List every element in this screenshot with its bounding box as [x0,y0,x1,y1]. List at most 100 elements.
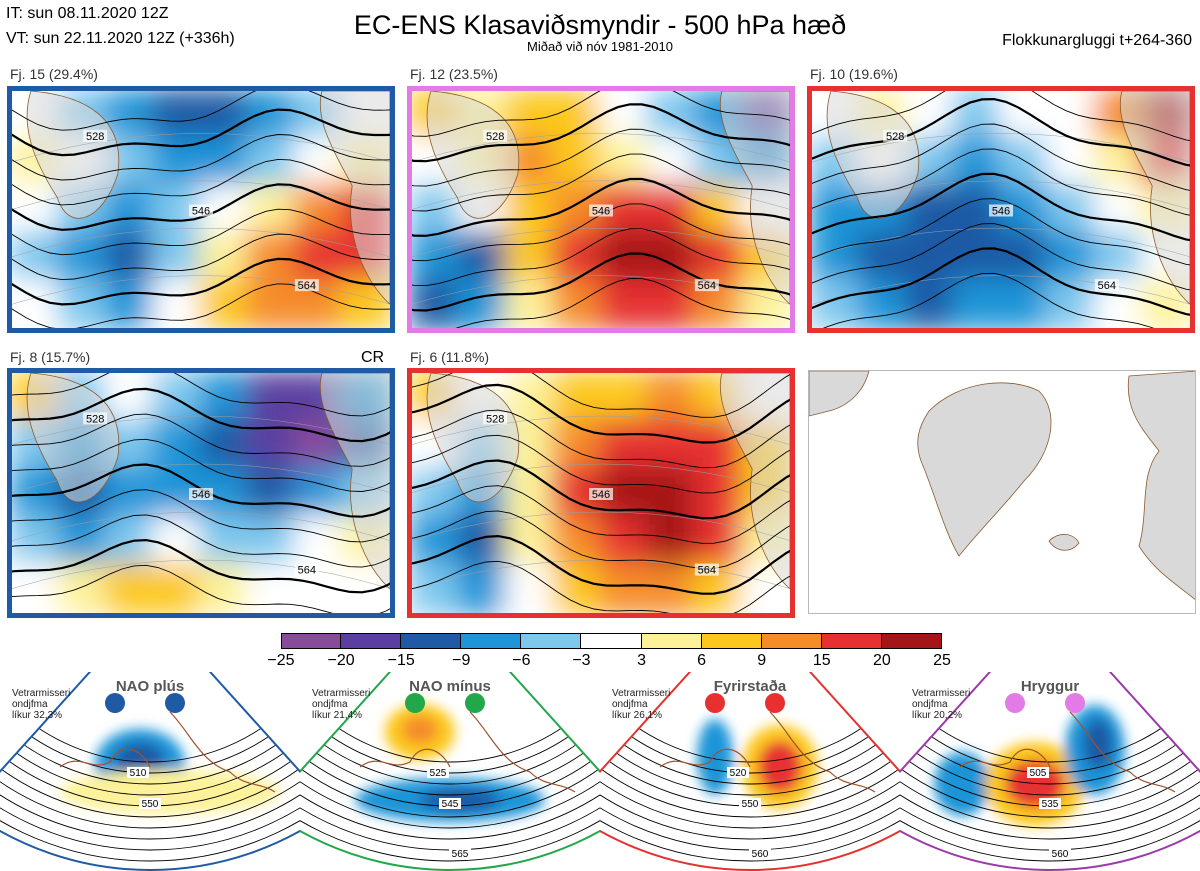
contour-line [12,134,390,181]
anomaly-cell [151,373,203,423]
landmass [426,91,520,219]
contour-line [12,438,390,492]
anomaly-cell [599,515,651,567]
regime-note-line2: ondjfma [12,699,48,710]
regime-note-line3: líkur 21,4% [312,710,363,721]
contour-label: 528 [486,131,504,143]
anomaly-cell [293,515,345,567]
contour-label: 560 [752,849,769,860]
panel-2-label: Fj. 12 (23.5%) [410,66,498,82]
contour-label-bg [739,798,761,809]
anomaly-field: 528 546 564 [12,91,390,328]
regime-note-line3: líkur 32,3% [12,710,63,721]
regime-contour [900,731,1200,818]
anomaly-cell [246,467,298,519]
anomaly-cell [199,373,251,423]
panel-4-corner-note: CR [361,349,385,366]
contour-line [812,148,1190,216]
anomaly-cell [104,563,156,613]
contour-line [412,373,790,418]
contour-label-bg [694,279,719,292]
graticule-line [412,275,790,305]
anomaly-cell [951,136,1003,188]
anomaly-cell [151,419,203,471]
graticule-line [412,228,790,258]
colorbar-segment [821,633,882,649]
regime-marker-dot [465,693,485,713]
regime-name: NAO plús [115,678,185,695]
colorbar-tick-label: 6 [697,652,707,669]
regime-note-line2: ondjfma [312,699,348,710]
regime-map: 510 550 [0,672,300,871]
contour-line [12,158,390,206]
cluster-map-panel-3: 528 546 564 [807,86,1195,333]
contour-label-bg [427,767,449,778]
regime-note-line1: Vetrarmisseri [912,688,971,699]
anomaly-cell [646,419,698,471]
anomaly-cell [551,563,603,613]
valid-time: VT: sun 22.11.2020 12Z (+336h) [6,30,235,47]
contour-label-bg [1094,279,1119,292]
contour-label-bg [294,279,319,292]
anomaly-blob [1083,719,1113,769]
anomaly-blob [934,752,990,816]
contour-label-bg [883,129,908,142]
contour-label-bg [189,204,213,217]
page-subtitle: Miðað við nóv 1981-2010 [527,39,673,54]
contour-label: 550 [142,799,159,810]
regime-contour [300,746,600,840]
anomaly-cell [57,231,109,283]
regime-name: NAO mínus [409,678,491,695]
regime-contour [300,761,600,862]
contour-label-bg [589,204,613,217]
colorbar-tick-label: 3 [637,652,646,669]
graticule-line [812,180,1190,210]
anomaly-cell [904,278,956,328]
anomaly-cell [551,91,603,141]
regime-contour [0,717,300,796]
regime-contour [0,746,300,840]
anomaly-cell [57,563,109,613]
regime-contour [900,717,1200,796]
anomaly-field: 528 546 564 [412,91,790,328]
graticule-line [812,275,1190,305]
colorbar-segment [521,633,582,649]
anomaly-cell [504,278,556,328]
panel-3-label: Fj. 10 (19.6%) [810,66,898,82]
colorbar-tick-label: −6 [512,652,531,669]
contour-label: 528 [86,131,104,143]
anomaly-cell [104,231,156,283]
regime-ridge: 505 535 560 Vetrarmisseri ondjfma líkur 20… [900,672,1200,871]
regime-note-line1: Vetrarmisseri [612,688,671,699]
contour-line [12,489,390,543]
contour-line-major [812,97,1190,167]
graticule-line [412,559,790,589]
contour-label-bg [449,848,471,859]
contour-line [412,153,790,212]
regime-note-line3: líkur 20,2% [912,710,963,721]
regime-contour [600,709,900,785]
graticule-line [412,415,790,445]
regime-contour [0,709,300,785]
regime-contour [600,746,900,840]
contour-label: 546 [192,206,210,218]
anomaly-cell [246,278,298,328]
regime-contour [300,709,600,785]
graticule-line [12,275,390,305]
regime-note: Vetrarmisseri ondjfma líkur 32,3% [12,688,70,721]
anomaly-cell [104,183,156,236]
anomaly-cell [412,515,462,567]
contour-label: 528 [86,413,104,425]
contour-label-bg [727,767,749,778]
anomaly-cell [857,231,909,283]
contour-line-major [12,183,390,231]
regime-contour [600,731,900,818]
contour-label: 564 [298,565,316,577]
anomaly-cell [999,136,1051,188]
regime-note-line1: Vetrarmisseri [12,688,71,699]
anomaly-cell [457,563,509,613]
regime-note-line2: ondjfma [912,699,948,710]
anomaly-cell [199,136,251,188]
contour-label-bg [749,848,771,859]
colorbar-segment [881,633,942,649]
